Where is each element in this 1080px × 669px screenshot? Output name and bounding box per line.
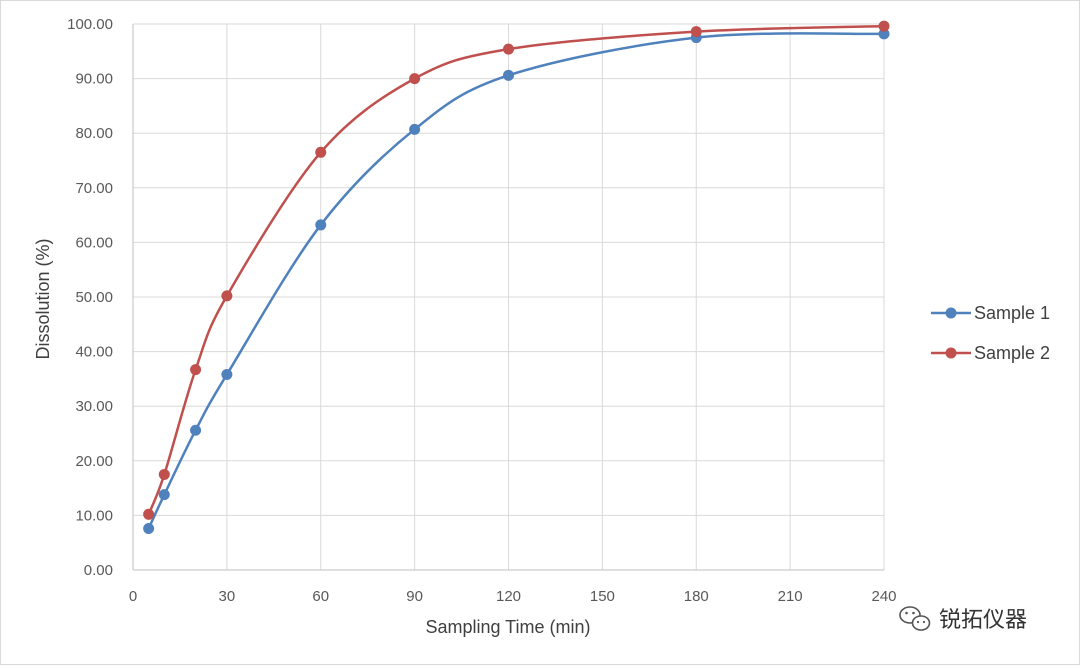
y-tick-label: 60.00 [75, 234, 113, 251]
data-point [503, 43, 514, 55]
series-group [143, 20, 890, 535]
series-line [147, 32, 885, 530]
y-tick-label: 80.00 [75, 125, 113, 142]
y-tick-label: 100.00 [67, 16, 113, 33]
data-point [143, 523, 155, 535]
legend-label: Sample 2 [974, 343, 1050, 363]
y-axis-ticks: 0.00 10.00 20.00 30.00 40.00 50.00 60.00 70.00 8… [67, 16, 113, 579]
x-tick-label: 90 [406, 588, 423, 605]
legend-label: Sample 1 [974, 303, 1050, 323]
y-tick-label: 0.00 [84, 562, 113, 579]
data-point [878, 28, 890, 40]
x-tick-label: 60 [312, 588, 329, 605]
x-tick-label: 30 [219, 588, 236, 605]
data-point [190, 424, 202, 436]
data-point [221, 369, 233, 381]
legend: Sample 1 Sample 2 [931, 303, 1050, 363]
y-tick-label: 90.00 [75, 71, 113, 88]
x-tick-label: 150 [590, 588, 615, 605]
data-point [690, 26, 702, 38]
series-1 [143, 28, 890, 535]
data-point [409, 73, 421, 85]
data-point [158, 489, 170, 501]
grid-lines [132, 23, 885, 571]
data-point [878, 20, 890, 32]
y-axis-title: Dissolution (%) [33, 238, 53, 359]
series-line [147, 24, 885, 515]
y-tick-label: 10.00 [75, 507, 113, 524]
x-tick-label: 120 [496, 588, 521, 605]
watermark-text: 锐拓仪器 [939, 607, 1027, 632]
x-tick-label: 210 [778, 588, 803, 605]
x-tick-label: 180 [684, 588, 709, 605]
y-tick-label: 70.00 [75, 180, 113, 197]
data-point [409, 123, 421, 135]
watermark: 锐拓仪器 [899, 606, 1027, 632]
data-point [158, 468, 170, 480]
data-point [503, 69, 514, 81]
y-tick-label: 30.00 [75, 398, 113, 415]
legend-marker [945, 347, 957, 359]
x-axis-title: Sampling Time (min) [425, 617, 590, 637]
data-point [190, 364, 202, 376]
legend-marker [945, 307, 957, 319]
data-point [143, 508, 155, 520]
y-tick-label: 50.00 [75, 289, 113, 306]
legend-item: Sample 1 [931, 303, 1050, 323]
data-point [315, 219, 327, 231]
x-tick-label: 240 [871, 588, 896, 605]
data-point [221, 290, 233, 302]
wechat-icon [899, 606, 931, 631]
x-axis-ticks: 0 30 60 90 120 150 180 210 240 [129, 588, 897, 605]
y-tick-label: 20.00 [75, 453, 113, 470]
y-tick-label: 40.00 [75, 344, 113, 361]
legend-item: Sample 2 [931, 343, 1050, 363]
x-tick-label: 0 [129, 588, 137, 605]
series-2 [143, 20, 890, 520]
data-point [315, 146, 327, 158]
